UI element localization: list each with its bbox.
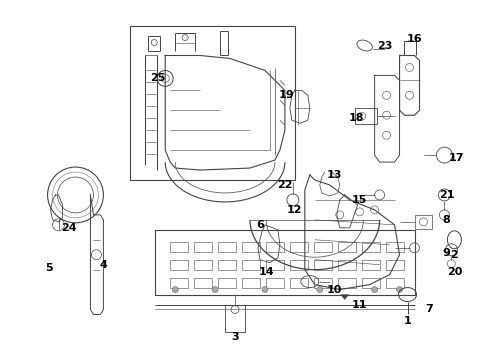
Circle shape xyxy=(262,287,268,293)
Bar xyxy=(194,278,212,288)
Bar xyxy=(355,108,377,124)
Bar xyxy=(314,260,332,270)
Bar xyxy=(218,242,236,252)
Bar xyxy=(338,260,356,270)
Text: 16: 16 xyxy=(407,33,422,44)
Bar xyxy=(155,230,415,294)
Bar xyxy=(386,278,404,288)
Bar xyxy=(338,242,356,252)
Bar xyxy=(194,242,212,252)
Bar xyxy=(290,278,308,288)
Bar xyxy=(314,242,332,252)
Circle shape xyxy=(317,287,323,293)
Bar xyxy=(170,278,188,288)
Text: 14: 14 xyxy=(259,267,275,276)
Bar xyxy=(266,260,284,270)
Bar xyxy=(338,278,356,288)
Text: 8: 8 xyxy=(442,215,450,225)
Bar xyxy=(218,260,236,270)
Circle shape xyxy=(172,287,178,293)
Bar xyxy=(314,278,332,288)
Bar xyxy=(170,242,188,252)
Text: 7: 7 xyxy=(426,305,433,315)
Bar xyxy=(290,260,308,270)
Text: 11: 11 xyxy=(352,300,368,310)
Text: 17: 17 xyxy=(449,153,464,163)
Text: 23: 23 xyxy=(377,41,392,50)
Text: 25: 25 xyxy=(150,73,166,84)
Text: 18: 18 xyxy=(349,113,365,123)
Bar xyxy=(194,260,212,270)
Bar xyxy=(170,260,188,270)
Bar xyxy=(225,305,245,332)
Bar xyxy=(242,242,260,252)
Text: 12: 12 xyxy=(287,205,303,215)
Text: 21: 21 xyxy=(439,190,454,200)
Text: 3: 3 xyxy=(231,332,239,342)
Bar xyxy=(266,278,284,288)
Bar xyxy=(362,260,380,270)
Circle shape xyxy=(396,287,403,293)
Text: 2: 2 xyxy=(450,250,458,260)
Bar xyxy=(218,278,236,288)
Bar xyxy=(266,242,284,252)
Circle shape xyxy=(212,287,218,293)
Circle shape xyxy=(371,287,378,293)
Text: 24: 24 xyxy=(61,223,76,233)
Text: 5: 5 xyxy=(45,263,52,273)
Bar xyxy=(415,215,433,229)
Text: 13: 13 xyxy=(327,170,343,180)
Bar xyxy=(242,278,260,288)
Bar xyxy=(362,242,380,252)
Bar xyxy=(386,260,404,270)
Text: 4: 4 xyxy=(99,260,107,270)
Text: 22: 22 xyxy=(277,180,293,190)
Bar xyxy=(362,278,380,288)
Text: 10: 10 xyxy=(327,284,343,294)
Bar xyxy=(386,242,404,252)
Bar xyxy=(290,242,308,252)
Text: 1: 1 xyxy=(404,316,412,327)
Bar xyxy=(130,26,295,180)
Text: 9: 9 xyxy=(442,248,450,258)
Bar xyxy=(242,260,260,270)
Text: 6: 6 xyxy=(256,220,264,230)
Text: 19: 19 xyxy=(279,90,294,100)
Text: 15: 15 xyxy=(352,195,368,205)
FancyArrow shape xyxy=(341,294,349,300)
Text: 20: 20 xyxy=(447,267,462,276)
